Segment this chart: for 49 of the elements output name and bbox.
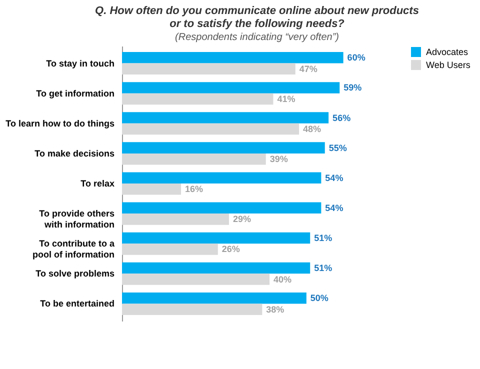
- bar: [122, 214, 229, 225]
- data-label: 29%: [232, 214, 251, 224]
- data-label: 50%: [310, 293, 328, 304]
- y-tick-label: To provide others with information: [39, 208, 114, 230]
- bar: [122, 202, 322, 214]
- legend-label: Advocates: [426, 47, 469, 57]
- bar: [122, 304, 262, 315]
- data-label: 54%: [325, 172, 344, 183]
- bar: [122, 244, 218, 255]
- chart-title: Q. How often do you communicate online about new products or to satisfy the following needs?: [95, 5, 419, 30]
- y-tick-label: To relax: [80, 178, 114, 188]
- y-tick-label: To be entertained: [40, 298, 114, 309]
- legend-label: Web Users: [426, 60, 471, 70]
- y-tick-label: To learn how to do things: [6, 118, 114, 128]
- bar: [122, 93, 274, 105]
- bar: [122, 52, 344, 64]
- data-label: 55%: [328, 142, 347, 153]
- y-tick-label: To contribute to a pool of information: [32, 238, 116, 260]
- bar: [122, 112, 329, 124]
- data-label: 41%: [277, 94, 296, 104]
- chart-subtitle: (Respondents indicating “very often”): [175, 32, 339, 43]
- data-label: 38%: [266, 304, 284, 314]
- bar: [122, 82, 340, 94]
- bar: [122, 232, 310, 244]
- data-label: 59%: [344, 82, 362, 93]
- data-label: 16%: [185, 184, 204, 194]
- bar: [122, 262, 310, 274]
- data-label: 26%: [222, 244, 240, 254]
- bar: [122, 123, 300, 135]
- bar: [122, 153, 266, 165]
- y-tick-label: To stay in touch: [46, 58, 114, 68]
- y-tick-label: To make decisions: [34, 148, 114, 158]
- data-label: 47%: [299, 64, 318, 74]
- data-label: 56%: [332, 112, 351, 123]
- bar: [122, 184, 182, 195]
- bar: [122, 172, 322, 184]
- data-label: 60%: [347, 52, 366, 63]
- data-label: 48%: [303, 124, 322, 134]
- data-label: 40%: [274, 274, 292, 284]
- bar: [122, 292, 306, 304]
- bar: [122, 274, 270, 285]
- y-tick-label: To get information: [36, 88, 114, 98]
- data-label: 51%: [314, 263, 332, 274]
- y-tick-label: To solve problems: [36, 268, 114, 279]
- bar: [122, 142, 325, 154]
- bar: [122, 63, 296, 75]
- data-label: 54%: [325, 202, 344, 213]
- data-label: 51%: [314, 232, 332, 243]
- data-label: 39%: [270, 154, 288, 164]
